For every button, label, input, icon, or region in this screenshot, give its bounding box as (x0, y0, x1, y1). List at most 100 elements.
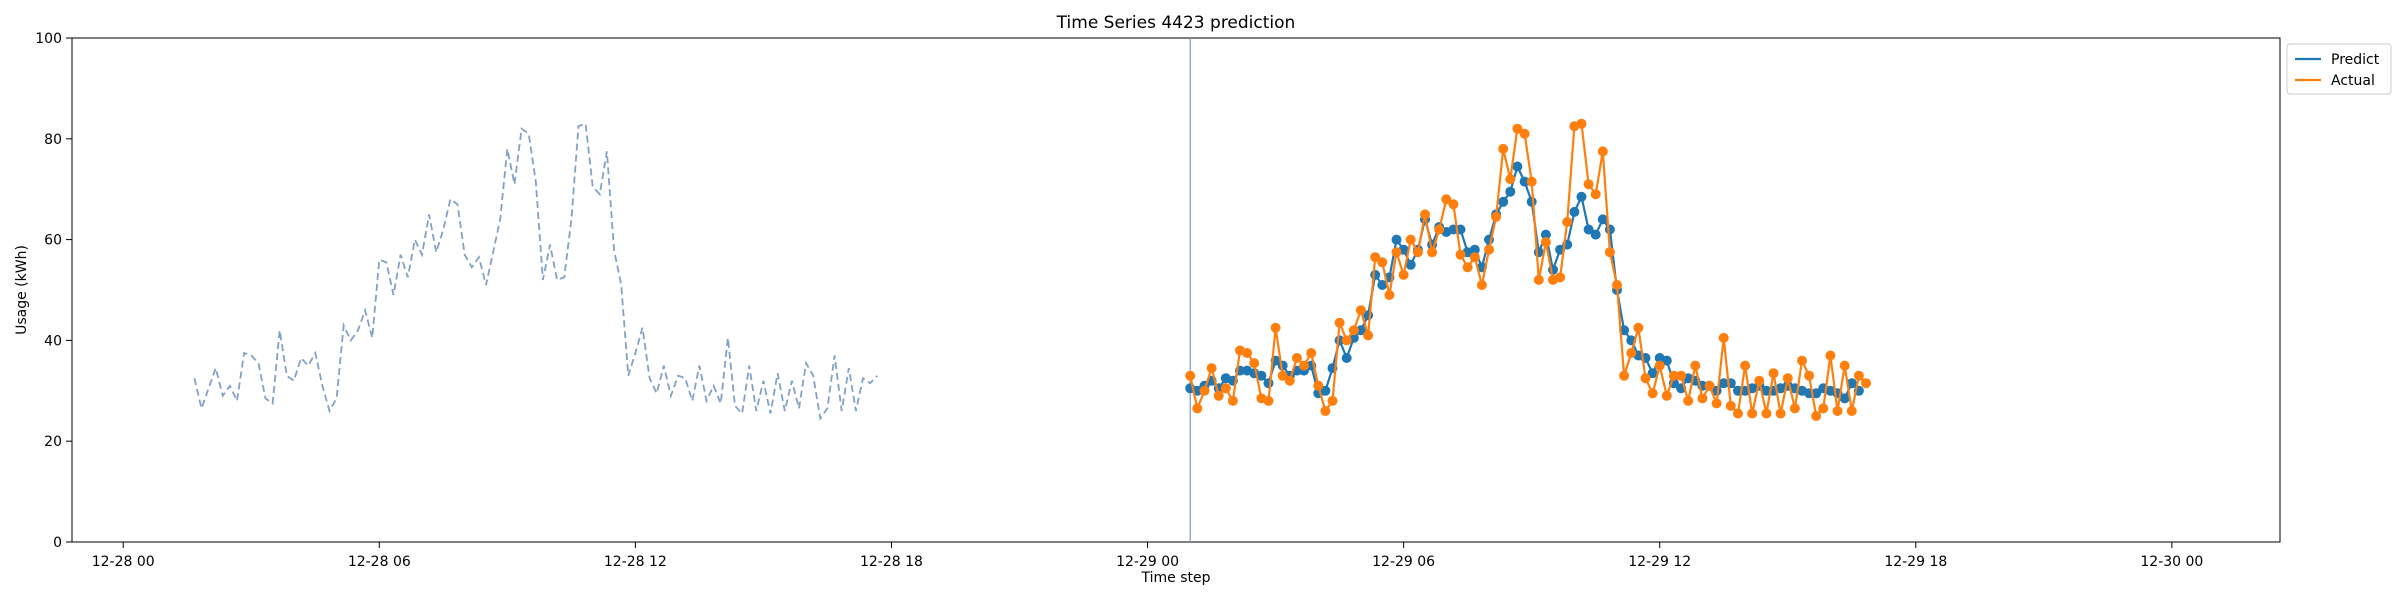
y-tick-label: 0 (53, 535, 62, 551)
predict-point (1569, 206, 1580, 217)
predict-point (1519, 176, 1530, 187)
actual-point (1498, 143, 1509, 154)
actual-point (1320, 406, 1331, 416)
actual-point (1597, 146, 1608, 157)
actual-point (1804, 370, 1815, 381)
actual-point (1704, 380, 1715, 391)
x-axis-label: Time step (1141, 570, 1211, 586)
legend: Predict Actual (2286, 43, 2392, 95)
actual-point (1277, 370, 1288, 381)
actual-point (1227, 395, 1238, 406)
actual-point (1192, 403, 1203, 414)
actual-point (1562, 217, 1573, 227)
actual-point (1725, 400, 1736, 411)
x-tick-label: 12-28 18 (860, 554, 923, 570)
predict-series-line (1189, 163, 1860, 401)
actual-point (1327, 395, 1338, 406)
actual-point (1469, 252, 1480, 263)
x-tick-label: 12-30 00 (2140, 554, 2203, 570)
predict-point (1512, 161, 1523, 172)
actual-point (1775, 408, 1786, 419)
actual-point (1846, 406, 1857, 416)
actual-point (1377, 257, 1388, 268)
actual-point (1619, 370, 1630, 381)
predict-point (1718, 378, 1729, 389)
predict-point (1846, 378, 1857, 389)
history-series-line (193, 122, 878, 421)
actual-point (1284, 375, 1295, 386)
actual-point (1420, 209, 1430, 220)
chart-title: Time Series 4423 prediction (1056, 13, 1296, 33)
actual-point (1711, 398, 1722, 409)
actual-point (1242, 348, 1253, 358)
predict-series-points (1185, 161, 1864, 404)
predict-point (1590, 229, 1601, 240)
actual-point (1341, 335, 1352, 346)
actual-point (1476, 280, 1487, 290)
predict-point (1839, 393, 1850, 404)
predict-point (1647, 368, 1658, 379)
predict-point (1498, 196, 1509, 207)
x-tick-label: 12-28 06 (348, 554, 411, 570)
actual-point (1747, 408, 1758, 419)
predict-point (1370, 269, 1381, 280)
predict-point (1661, 355, 1672, 366)
actual-point (1690, 360, 1701, 371)
actual-point (1334, 317, 1345, 328)
actual-point (1370, 252, 1381, 263)
predict-point (1341, 353, 1352, 363)
actual-series-points (1185, 118, 1871, 421)
actual-point (1853, 370, 1864, 381)
x-tick-label: 12-29 06 (1372, 554, 1435, 570)
actual-point (1555, 272, 1566, 283)
actual-point (1455, 249, 1466, 260)
actual-point (1832, 406, 1843, 416)
actual-point (1839, 360, 1850, 371)
actual-point (1434, 224, 1445, 235)
actual-point (1363, 330, 1374, 341)
actual-point (1185, 370, 1196, 381)
actual-point (1640, 373, 1651, 384)
actual-point (1263, 395, 1274, 406)
predict-point (1469, 244, 1480, 255)
predict-point (1505, 186, 1516, 197)
predict-point (1355, 325, 1366, 336)
actual-point (1206, 363, 1217, 374)
actual-point (1220, 383, 1231, 394)
actual-point (1676, 370, 1687, 381)
actual-point (1861, 378, 1871, 389)
actual-point (1604, 247, 1615, 258)
actual-point (1462, 262, 1473, 273)
y-axis: 0 20 40 60 80 100 (35, 31, 72, 551)
predict-point (1391, 234, 1402, 245)
actual-point (1661, 390, 1672, 401)
actual-point (1512, 123, 1523, 134)
actual-point (1811, 411, 1822, 421)
actual-point (1789, 403, 1800, 414)
y-tick-label: 100 (35, 31, 62, 47)
actual-point (1647, 388, 1658, 399)
predict-point (1263, 378, 1274, 389)
actual-point (1633, 322, 1644, 333)
actual-point (1491, 211, 1502, 222)
actual-point (1270, 322, 1281, 333)
actual-point (1797, 355, 1807, 366)
actual-point (1754, 375, 1765, 386)
actual-point (1199, 385, 1210, 396)
actual-point (1398, 269, 1409, 280)
actual-point (1249, 358, 1260, 369)
predict-point (1597, 214, 1608, 225)
actual-point (1626, 348, 1637, 358)
actual-point (1590, 189, 1601, 200)
predict-point (1604, 224, 1615, 235)
actual-point (1448, 199, 1459, 210)
actual-point (1526, 176, 1537, 187)
actual-point (1683, 395, 1694, 406)
actual-point (1654, 360, 1665, 371)
actual-point (1355, 305, 1366, 316)
predict-point (1540, 229, 1551, 240)
x-tick-label: 12-29 12 (1628, 554, 1691, 570)
actual-point (1540, 237, 1551, 248)
predict-point (1377, 280, 1388, 290)
